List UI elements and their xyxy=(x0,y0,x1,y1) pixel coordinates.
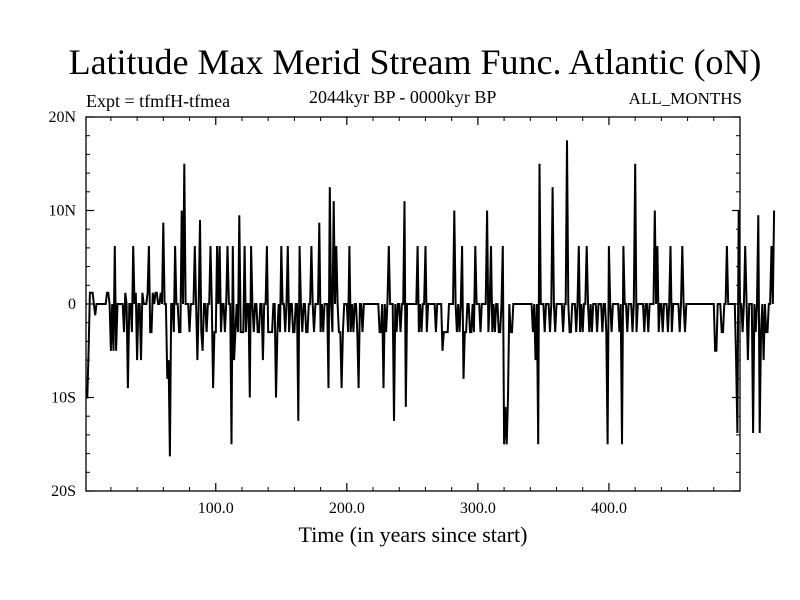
experiment-label: Expt = tfmfH-tfmea xyxy=(86,91,231,111)
x-axis: 100.0 200.0 300.0 400.0 xyxy=(110,117,715,517)
x-axis-label: Time (in years since start) xyxy=(299,522,528,547)
x-tick-label: 100.0 xyxy=(198,500,234,517)
period-label: 2044kyr BP - 0000kyr BP xyxy=(309,87,497,107)
y-axis: 20N 10N 0 10S 20S xyxy=(48,109,740,500)
chart-title: Latitude Max Merid Stream Func. Atlantic… xyxy=(68,42,762,82)
y-tick-label: 20S xyxy=(51,483,76,500)
x-tick-label: 200.0 xyxy=(329,500,365,517)
y-tick-label: 0 xyxy=(68,296,76,313)
months-label: ALL_MONTHS xyxy=(628,89,742,108)
y-tick-label: 20N xyxy=(48,109,76,126)
y-tick-label: 10N xyxy=(48,203,76,220)
x-tick-label: 400.0 xyxy=(591,500,627,517)
y-tick-label: 10S xyxy=(51,390,76,407)
x-tick-label: 300.0 xyxy=(460,500,496,517)
series-line xyxy=(86,140,776,457)
